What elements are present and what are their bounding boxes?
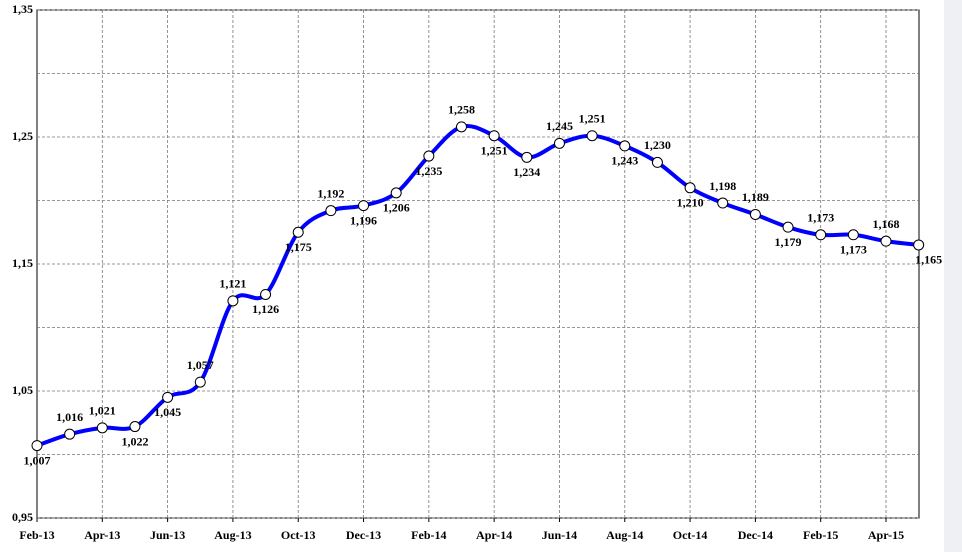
data-label: 1,258 [448, 103, 475, 117]
x-tick-label: Jun-14 [542, 528, 577, 542]
y-tick-label: 1,05 [12, 383, 33, 397]
x-tick-label: Oct-13 [281, 528, 316, 542]
data-point [880, 235, 892, 247]
side-strip [944, 0, 962, 552]
data-point [717, 197, 729, 209]
data-point [64, 428, 76, 440]
data-point [586, 130, 598, 142]
data-point [815, 229, 827, 241]
data-label: 1,210 [677, 196, 704, 210]
data-point [358, 200, 370, 212]
x-tick-label: Oct-14 [673, 528, 708, 542]
data-point [651, 156, 663, 168]
data-label: 1,189 [742, 190, 769, 204]
data-point [619, 140, 631, 152]
data-label: 1,243 [611, 154, 638, 168]
x-tick-label: Feb-15 [803, 528, 838, 542]
data-point [521, 151, 533, 163]
x-tick-label: Jun-13 [150, 528, 185, 542]
data-point [847, 229, 859, 241]
data-label: 1,057 [187, 358, 214, 372]
data-point [162, 391, 174, 403]
data-point [390, 187, 402, 199]
data-label: 1,007 [24, 453, 51, 467]
y-tick-label: 1,15 [12, 256, 33, 270]
series-line [36, 124, 919, 448]
data-point [325, 205, 337, 217]
x-tick-label: Apr-14 [476, 528, 512, 542]
data-label: 1,168 [873, 217, 900, 231]
data-point [129, 421, 141, 433]
data-label: 1,251 [481, 143, 508, 157]
data-point [194, 376, 206, 388]
x-tick-label: Aug-13 [214, 528, 251, 542]
data-point [456, 121, 467, 133]
data-label: 1,022 [121, 434, 148, 448]
data-label: 1,198 [709, 179, 736, 193]
data-point [423, 150, 435, 162]
data-label: 1,230 [644, 138, 671, 152]
y-tick-label: 1,35 [12, 2, 33, 16]
data-label: 1,173 [807, 211, 834, 225]
data-point [292, 226, 304, 238]
data-label: 1,126 [252, 302, 279, 316]
data-label: 1,206 [383, 201, 410, 215]
data-point [553, 137, 565, 149]
data-point [684, 182, 696, 194]
x-tick-label: Feb-14 [411, 528, 446, 542]
data-point [749, 208, 761, 220]
data-point [260, 288, 272, 300]
data-point [782, 221, 794, 233]
data-label: 1,235 [415, 164, 442, 178]
data-label: 1,234 [513, 165, 540, 179]
y-tick-label: 1,25 [12, 129, 33, 143]
y-tick-label: 0,95 [12, 510, 33, 524]
data-label: 1,021 [89, 404, 116, 418]
data-label: 1,173 [840, 243, 867, 257]
x-tick-label: Dec-14 [738, 528, 773, 542]
data-point [913, 239, 925, 251]
data-point [31, 440, 43, 452]
x-tick-label: Aug-14 [606, 528, 643, 542]
x-tick-label: Apr-13 [84, 528, 120, 542]
data-label: 1,192 [317, 186, 344, 200]
x-tick-label: Apr-15 [868, 528, 904, 542]
data-label: 1,251 [579, 111, 606, 125]
data-label: 1,121 [219, 277, 246, 291]
data-label: 1,196 [350, 213, 377, 227]
data-label: 1,245 [546, 119, 573, 133]
data-label: 1,179 [775, 235, 802, 249]
data-label: 1,045 [154, 405, 181, 419]
data-label: 1,165 [915, 253, 942, 267]
data-point [488, 130, 500, 142]
x-tick-label: Feb-13 [19, 528, 54, 542]
data-point [96, 422, 108, 434]
data-label: 1,175 [285, 240, 312, 254]
data-label: 1,016 [56, 410, 83, 424]
data-point [227, 295, 239, 307]
x-tick-label: Dec-13 [346, 528, 381, 542]
